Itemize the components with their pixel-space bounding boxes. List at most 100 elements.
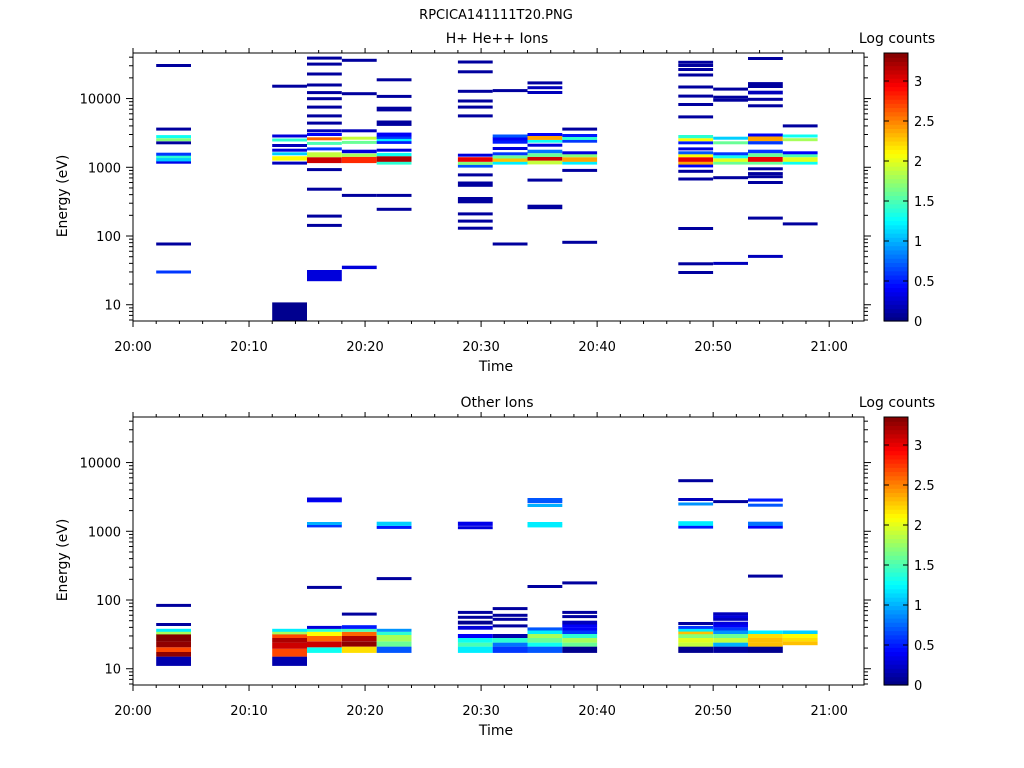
- colorbar-swatch: [884, 312, 908, 318]
- colorbar-swatch: [884, 513, 908, 519]
- heatmap-cell: [341, 153, 377, 157]
- heatmap-cell: [678, 502, 714, 506]
- heatmap-cell: [562, 630, 598, 634]
- heatmap-cell: [341, 156, 377, 164]
- heatmap-cell: [457, 521, 493, 526]
- heatmap-cell: [376, 148, 412, 152]
- colorbar-swatch: [884, 187, 908, 192]
- colorbar-swatch: [884, 170, 908, 176]
- colorbar-tick-label: 1.5: [914, 195, 935, 210]
- heatmap-cell: [156, 138, 191, 142]
- heatmap-cell: [527, 143, 563, 147]
- heatmap-cell: [307, 497, 342, 501]
- colorbar-swatch: [884, 199, 908, 205]
- heatmap-cell: [492, 158, 528, 162]
- heatmap-cell: [713, 646, 748, 653]
- heatmap-cell: [713, 634, 748, 638]
- heatmap-cell: [457, 212, 493, 216]
- heatmap-cell: [272, 138, 307, 142]
- heatmap-cell: [713, 624, 748, 628]
- x-tick-label: 20:10: [230, 704, 267, 719]
- heatmap-cell: [678, 631, 714, 635]
- panel-bottom-y-axis-label: Energy (eV): [55, 519, 71, 602]
- heatmap-cell: [376, 628, 412, 632]
- heatmap-cell: [527, 524, 563, 528]
- heatmap-cell: [272, 628, 307, 632]
- heatmap-cell: [341, 136, 377, 140]
- heatmap-cell: [376, 106, 412, 112]
- heatmap-cell: [272, 156, 307, 161]
- heatmap-cell: [678, 262, 714, 266]
- colorbar-swatch: [884, 132, 908, 138]
- heatmap-cell: [457, 105, 493, 109]
- heatmap-cell: [678, 115, 714, 119]
- heatmap-cell: [376, 152, 412, 157]
- heatmap-cell: [678, 271, 714, 274]
- heatmap-cell: [562, 581, 598, 585]
- colorbar-swatch: [884, 509, 908, 514]
- heatmap-cell: [341, 612, 377, 616]
- colorbar-swatch: [884, 161, 908, 167]
- heatmap-cell: [562, 134, 598, 137]
- colorbar-tick-label: 1: [914, 235, 922, 250]
- heatmap-cell: [678, 646, 714, 653]
- colorbar-swatch: [884, 207, 908, 213]
- heatmap-cell: [678, 479, 714, 483]
- heatmap-cell: [307, 105, 342, 109]
- colorbar-swatch: [884, 111, 908, 117]
- heatmap-cell: [782, 157, 818, 162]
- colorbar-swatch: [884, 500, 908, 506]
- heatmap-cell: [307, 121, 342, 125]
- heatmap-cell: [713, 98, 748, 102]
- colorbar-swatch: [884, 258, 908, 263]
- colorbar-swatch: [884, 530, 908, 535]
- heatmap-cell: [678, 138, 714, 142]
- heatmap-cell: [562, 627, 598, 631]
- heatmap-cell: [376, 135, 412, 139]
- heatmap-cell: [341, 193, 377, 197]
- panel-top-colorbar-label: Log counts: [859, 31, 935, 47]
- heatmap-cell: [678, 622, 714, 625]
- colorbar-tick-label: 0.5: [914, 275, 935, 290]
- heatmap-cell: [272, 656, 307, 666]
- heatmap-cell: [713, 176, 748, 180]
- heatmap-cell: [376, 132, 412, 137]
- heatmap-cell: [457, 526, 493, 530]
- colorbar-swatch: [884, 212, 908, 217]
- heatmap-cell: [457, 197, 493, 204]
- colorbar-swatch: [884, 517, 908, 523]
- colorbar-swatch: [884, 195, 908, 201]
- colorbar-tick-label: 2: [914, 155, 922, 170]
- colorbar-swatch: [884, 471, 908, 477]
- heatmap-cell: [376, 207, 412, 211]
- panel-bottom-title: Other Ions: [460, 395, 533, 411]
- heatmap-cell: [713, 87, 748, 91]
- heatmap-cell: [457, 60, 493, 64]
- heatmap-cell: [156, 160, 191, 164]
- colorbar-swatch: [884, 153, 908, 159]
- heatmap-cell: [748, 525, 783, 529]
- heatmap-cell: [307, 631, 342, 636]
- colorbar-swatch: [884, 442, 908, 447]
- colorbar-swatch: [884, 82, 908, 88]
- heatmap-cell: [782, 630, 818, 634]
- colorbar-swatch: [884, 488, 908, 493]
- heatmap-cell: [376, 120, 412, 126]
- colorbar-swatch: [884, 94, 908, 100]
- heatmap-cell: [527, 500, 563, 504]
- heatmap-cell: [748, 634, 783, 638]
- colorbar-swatch: [884, 458, 908, 464]
- heatmap-cell: [457, 157, 493, 162]
- figure-title: RPCICA141111T20.PNG: [419, 8, 573, 23]
- heatmap-cell: [307, 152, 342, 158]
- heatmap-cell: [376, 525, 412, 529]
- colorbar-tick-label: 3: [914, 439, 922, 454]
- heatmap-cell: [156, 656, 191, 666]
- panel-top-y-axis: 10 100 1000 10000: [80, 56, 871, 321]
- heatmap-cell: [782, 134, 818, 138]
- colorbar-swatch: [884, 618, 908, 623]
- heatmap-cell: [341, 92, 377, 96]
- colorbar-swatch: [884, 676, 908, 682]
- colorbar-swatch: [884, 454, 908, 460]
- heatmap-cell: [782, 161, 818, 165]
